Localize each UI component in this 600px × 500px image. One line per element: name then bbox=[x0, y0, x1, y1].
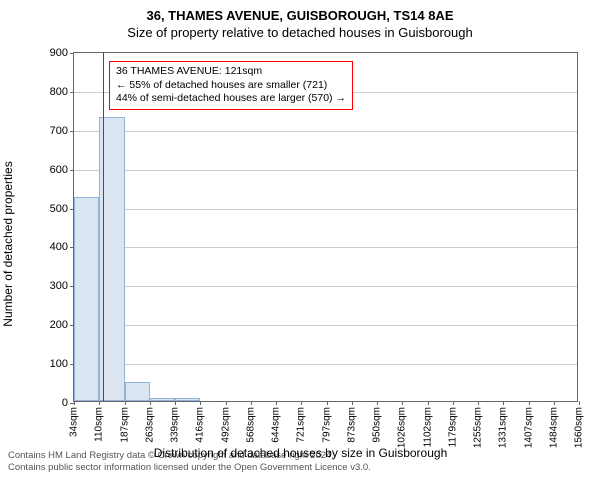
gridline bbox=[74, 247, 577, 248]
y-tick-mark bbox=[70, 170, 74, 171]
x-tick-label: 1102sqm bbox=[422, 407, 433, 447]
histogram-bar bbox=[175, 398, 200, 401]
x-tick-label: 339sqm bbox=[170, 407, 181, 443]
x-tick-mark bbox=[554, 401, 555, 405]
annotation-line: 36 THAMES AVENUE: 121sqm bbox=[116, 65, 346, 79]
histogram-bar bbox=[150, 398, 175, 401]
gridline bbox=[74, 209, 577, 210]
y-tick-label: 100 bbox=[50, 358, 68, 370]
footer-line-2: Contains public sector information licen… bbox=[8, 462, 592, 474]
x-tick-mark bbox=[327, 401, 328, 405]
gridline bbox=[74, 364, 577, 365]
x-tick-label: 492sqm bbox=[220, 407, 231, 443]
x-tick-mark bbox=[175, 401, 176, 405]
x-tick-label: 416sqm bbox=[195, 407, 206, 443]
x-tick-label: 1255sqm bbox=[473, 407, 484, 448]
x-tick-mark bbox=[74, 401, 75, 405]
x-tick-mark bbox=[226, 401, 227, 405]
x-tick-label: 644sqm bbox=[271, 407, 282, 443]
y-tick-label: 800 bbox=[50, 86, 68, 98]
x-tick-mark bbox=[503, 401, 504, 405]
gridline bbox=[74, 286, 577, 287]
y-tick-label: 0 bbox=[62, 397, 68, 409]
y-tick-label: 300 bbox=[50, 280, 68, 292]
annotation-line: ← 55% of detached houses are smaller (72… bbox=[116, 79, 346, 93]
x-tick-label: 1179sqm bbox=[447, 407, 458, 447]
x-tick-label: 1331sqm bbox=[498, 407, 509, 448]
annotation-box: 36 THAMES AVENUE: 121sqm← 55% of detache… bbox=[109, 61, 353, 110]
x-tick-mark bbox=[251, 401, 252, 405]
chart-title-line-1: 36, THAMES AVENUE, GUISBOROUGH, TS14 8AE bbox=[8, 8, 592, 23]
y-tick-label: 200 bbox=[50, 319, 68, 331]
x-tick-mark bbox=[377, 401, 378, 405]
plot-area: 010020030040050060070080090034sqm110sqm1… bbox=[73, 52, 578, 402]
x-tick-label: 263sqm bbox=[144, 407, 155, 443]
x-tick-mark bbox=[352, 401, 353, 405]
x-axis-label: Distribution of detached houses by size … bbox=[154, 446, 448, 460]
x-tick-mark bbox=[125, 401, 126, 405]
x-tick-label: 1407sqm bbox=[523, 407, 534, 448]
x-tick-mark bbox=[276, 401, 277, 405]
x-tick-label: 1484sqm bbox=[548, 407, 559, 448]
y-tick-label: 700 bbox=[50, 125, 68, 137]
x-tick-mark bbox=[428, 401, 429, 405]
x-tick-mark bbox=[529, 401, 530, 405]
x-tick-mark bbox=[150, 401, 151, 405]
y-tick-label: 900 bbox=[50, 47, 68, 59]
y-tick-mark bbox=[70, 92, 74, 93]
y-axis-label: Number of detached properties bbox=[1, 161, 15, 326]
x-tick-label: 34sqm bbox=[69, 407, 80, 437]
x-tick-label: 721sqm bbox=[296, 407, 307, 443]
x-tick-label: 873sqm bbox=[346, 407, 357, 443]
x-tick-mark bbox=[200, 401, 201, 405]
x-tick-label: 950sqm bbox=[372, 407, 383, 443]
y-tick-label: 500 bbox=[50, 203, 68, 215]
gridline bbox=[74, 131, 577, 132]
x-tick-label: 1560sqm bbox=[574, 407, 585, 448]
chart-container: Number of detached properties 0100200300… bbox=[13, 44, 588, 444]
x-tick-mark bbox=[301, 401, 302, 405]
property-marker-line bbox=[103, 53, 104, 401]
y-tick-label: 400 bbox=[50, 241, 68, 253]
histogram-bar bbox=[125, 382, 150, 401]
annotation-line: 44% of semi-detached houses are larger (… bbox=[116, 92, 346, 106]
x-tick-label: 187sqm bbox=[119, 407, 130, 443]
x-tick-mark bbox=[478, 401, 479, 405]
x-tick-mark bbox=[453, 401, 454, 405]
gridline bbox=[74, 170, 577, 171]
histogram-bar bbox=[74, 197, 99, 401]
x-tick-label: 1026sqm bbox=[397, 407, 408, 448]
x-tick-mark bbox=[402, 401, 403, 405]
x-tick-label: 797sqm bbox=[321, 407, 332, 443]
gridline bbox=[74, 325, 577, 326]
x-tick-mark bbox=[99, 401, 100, 405]
y-tick-label: 600 bbox=[50, 164, 68, 176]
y-tick-mark bbox=[70, 131, 74, 132]
chart-title-line-2: Size of property relative to detached ho… bbox=[8, 25, 592, 40]
x-tick-label: 568sqm bbox=[245, 407, 256, 443]
y-tick-mark bbox=[70, 53, 74, 54]
x-tick-label: 110sqm bbox=[94, 407, 105, 442]
x-tick-mark bbox=[579, 401, 580, 405]
